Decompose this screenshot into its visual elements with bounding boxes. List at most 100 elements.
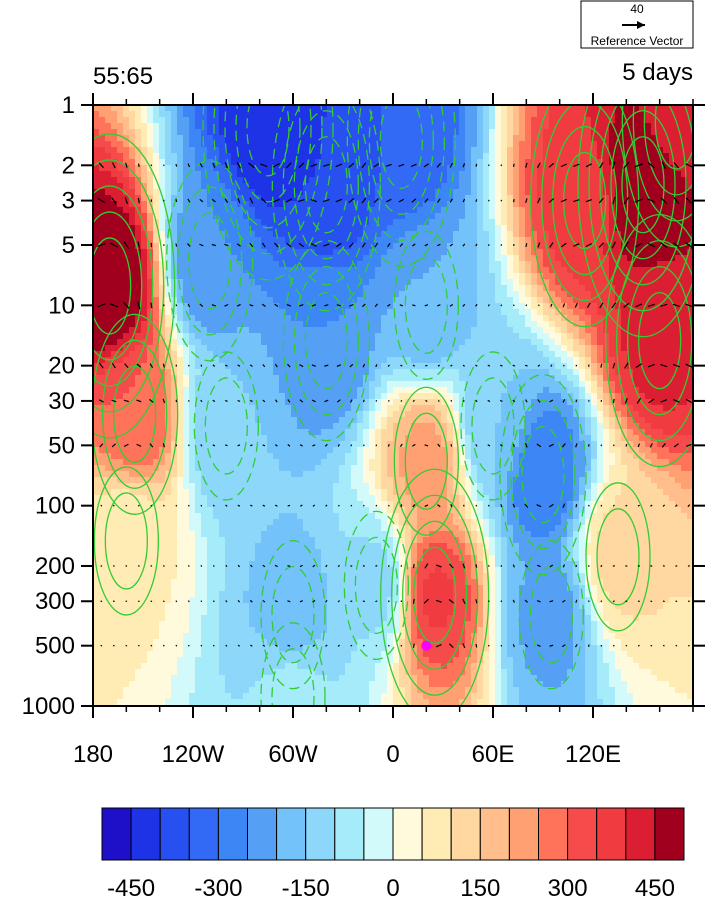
field-cell [195,375,202,382]
field-cell [615,207,622,214]
field-cell [465,183,472,190]
field-cell [381,285,388,292]
field-cell [375,213,382,220]
field-cell [459,315,466,322]
field-cell [507,291,514,298]
field-cell [381,273,388,280]
field-cell [585,333,592,340]
field-cell [339,327,346,334]
field-cell [501,153,508,160]
field-cell [639,171,646,178]
field-cell [555,267,562,274]
field-cell [231,273,238,280]
field-cell [123,183,130,190]
field-cell [387,381,394,388]
field-cell [225,189,232,196]
field-cell [123,357,130,364]
field-cell [633,117,640,124]
field-cell [369,231,376,238]
field-cell [477,375,484,382]
field-cell [513,315,520,322]
field-cell [375,279,382,286]
field-cell [213,243,220,250]
field-cell [219,153,226,160]
field-cell [561,111,568,118]
field-cell [465,231,472,238]
field-cell [411,285,418,292]
field-cell [177,369,184,376]
field-cell [267,135,274,142]
field-cell [525,183,532,190]
field-cell [405,249,412,256]
field-cell [117,255,124,262]
field-cell [567,207,574,214]
field-cell [441,189,448,196]
field-cell [153,255,160,262]
field-cell [417,171,424,178]
field-cell [399,255,406,262]
field-cell [501,399,508,406]
field-cell [213,219,220,226]
field-cell [333,321,340,328]
field-cell [489,357,496,364]
field-cell [357,123,364,130]
field-cell [285,237,292,244]
field-cell [645,123,652,130]
field-cell [537,159,544,166]
field-cell [99,369,106,376]
field-cell [153,171,160,178]
field-cell [639,153,646,160]
field-cell [483,399,490,406]
field-cell [597,111,604,118]
field-cell [309,387,316,394]
field-cell [183,177,190,184]
field-cell [561,159,568,166]
field-cell [417,213,424,220]
field-cell [411,195,418,202]
field-cell [507,315,514,322]
field-cell [339,291,346,298]
field-cell [441,249,448,256]
field-cell [387,165,394,172]
field-cell [633,141,640,148]
field-cell [585,213,592,220]
field-cell [267,207,274,214]
field-cell [519,255,526,262]
field-cell [579,171,586,178]
field-cell [465,159,472,166]
field-cell [501,165,508,172]
field-cell [261,375,268,382]
field-cell [669,201,676,208]
field-cell [333,231,340,238]
field-cell [273,381,280,388]
field-cell [567,177,574,184]
field-cell [465,297,472,304]
field-cell [333,201,340,208]
field-cell [471,267,478,274]
field-cell [237,207,244,214]
field-cell [537,165,544,172]
field-cell [507,309,514,316]
field-cell [429,303,436,310]
field-cell [441,363,448,370]
field-cell [327,201,334,208]
field-cell [417,129,424,136]
field-cell [321,171,328,178]
field-cell [327,105,334,112]
field-cell [291,135,298,142]
field-cell [465,225,472,232]
field-cell [129,129,136,136]
field-cell [597,141,604,148]
field-cell [495,297,502,304]
field-cell [555,147,562,154]
field-cell [195,243,202,250]
field-cell [591,111,598,118]
field-cell [333,195,340,202]
field-cell [285,201,292,208]
field-cell [555,393,562,400]
field-cell [183,201,190,208]
field-cell [471,339,478,346]
field-cell [357,177,364,184]
field-cell [591,357,598,364]
field-cell [105,291,112,298]
